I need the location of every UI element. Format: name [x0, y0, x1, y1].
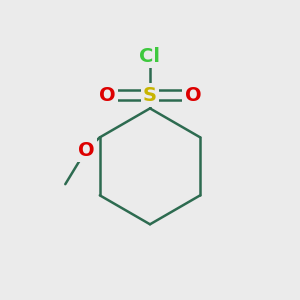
Text: Cl: Cl — [140, 47, 160, 66]
Text: S: S — [143, 85, 157, 104]
Text: O: O — [78, 140, 94, 160]
Text: O: O — [185, 85, 201, 104]
Text: O: O — [99, 85, 115, 104]
